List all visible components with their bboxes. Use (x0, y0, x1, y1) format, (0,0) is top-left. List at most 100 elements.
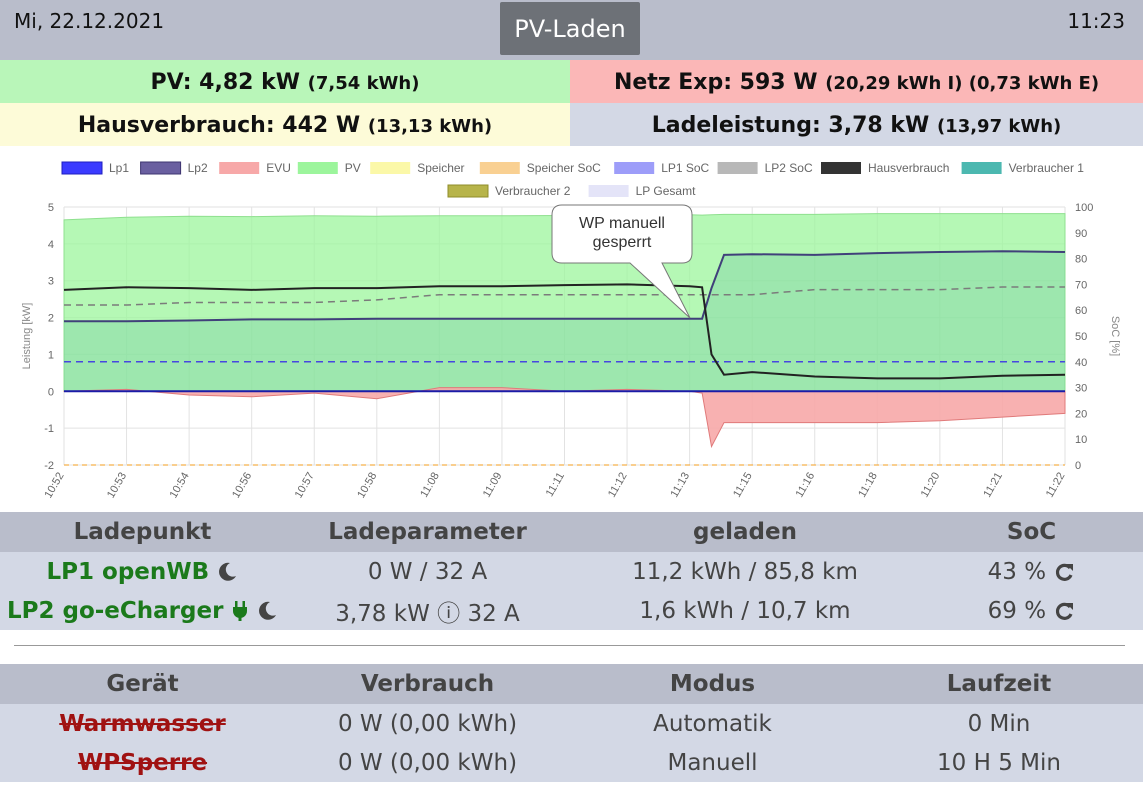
mode-button[interactable]: PV-Laden (500, 2, 640, 55)
refresh-icon[interactable] (1053, 600, 1075, 622)
charge-energy: (13,97 kWh) (936, 116, 1062, 137)
device-warmwasser-modus[interactable]: Automatik (653, 710, 772, 737)
lp2-param[interactable]: 3,78 kW ⓘ 32 A (335, 600, 520, 627)
legend-label: LP2 SoC (765, 161, 813, 175)
moon-icon (219, 562, 237, 581)
x-tick-label: 11:16 (794, 471, 818, 500)
y2-axis-label: SoC [%] (1109, 316, 1121, 356)
legend-label: EVU (266, 161, 291, 175)
y2-tick-label: 40 (1075, 357, 1087, 369)
legend-label: Verbraucher 1 (1009, 161, 1085, 175)
lp1-param[interactable]: 0 W / 32 A (367, 558, 488, 585)
legend-swatch (821, 162, 861, 174)
annotation-line: WP manuell (579, 215, 665, 232)
col-ladepunkt: Ladepunkt (73, 519, 212, 545)
legend-label: Lp1 (109, 161, 129, 175)
legend-swatch (140, 161, 182, 175)
table-row: LP2 go-eCharger 3,78 kW ⓘ 32 A 1,6 kWh /… (0, 591, 1143, 630)
legend-label: LP Gesamt (636, 184, 696, 198)
y2-tick-label: 100 (1075, 202, 1093, 214)
device-wpsperre[interactable]: WPSperre (77, 749, 208, 776)
x-tick-label: 11:09 (481, 471, 505, 500)
y2-tick-label: 0 (1075, 460, 1081, 472)
x-tick-label: 11:21 (981, 471, 1005, 500)
device-wpsperre-verbrauch: 0 W (0,00 kWh) (337, 749, 518, 776)
lp1-name-cell[interactable]: LP1 openWB (0, 559, 285, 585)
charge-summary: Ladeleistung: 3,78 kW (13,97 kWh) (570, 103, 1143, 146)
table-row: LP1 openWB 0 W / 32 A 11,2 kWh / 85,8 km… (0, 552, 1143, 591)
legend-label: Speicher (417, 161, 464, 175)
lp1-soc-cell: 43 % (920, 559, 1143, 585)
y-tick-label: 4 (48, 239, 54, 251)
legend-swatch (614, 162, 655, 174)
lp2-area (64, 251, 1065, 392)
lp2-soc-line (64, 286, 1065, 306)
x-tick-label: 11:20 (919, 471, 943, 500)
x-tick-label: 11:11 (544, 471, 567, 499)
device-wpsperre-laufzeit: 10 H 5 Min (937, 749, 1061, 776)
time-display: 11:23 (1067, 9, 1125, 33)
grid-energy: (20,29 kWh I) (0,73 kWh E) (825, 73, 1100, 94)
x-tick-label: 10:53 (105, 471, 129, 501)
y-tick-label: 5 (48, 202, 54, 214)
charge-points-table: Ladepunkt Ladeparameter geladen SoC LP1 … (0, 512, 1143, 630)
legend-label: LP1 SoC (661, 161, 709, 175)
y2-tick-label: 20 (1075, 408, 1087, 420)
y2-tick-label: 50 (1075, 331, 1087, 343)
lp2-soc: 69 % (987, 597, 1047, 624)
pv-power: PV: 4,82 kW (150, 70, 300, 95)
lp2-charged: 1,6 kWh / 10,7 km (639, 597, 851, 624)
y2-tick-label: 60 (1075, 305, 1087, 317)
charge-power: Ladeleistung: 3,78 kW (651, 113, 930, 138)
x-tick-label: 11:15 (731, 471, 755, 500)
col-ladeparameter: Ladeparameter (328, 519, 527, 545)
col-modus: Modus (669, 671, 756, 697)
y-tick-label: 3 (48, 276, 54, 288)
charge-points-header: Ladepunkt Ladeparameter geladen SoC (0, 512, 1143, 552)
refresh-icon[interactable] (1053, 561, 1075, 583)
pv-energy: (7,54 kWh) (307, 73, 420, 94)
legend-swatch (961, 162, 1002, 174)
legend-swatch (479, 162, 520, 174)
y-tick-label: 1 (48, 349, 54, 361)
moon-icon (259, 601, 277, 620)
device-warmwasser[interactable]: Warmwasser (59, 710, 226, 737)
house-power: Hausverbrauch: 442 W (77, 113, 361, 138)
table-row: WPSperre 0 W (0,00 kWh) Manuell 10 H 5 M… (0, 743, 1143, 782)
y-tick-label: -1 (44, 423, 54, 435)
legend-swatch (370, 162, 411, 174)
y2-tick-label: 90 (1075, 228, 1087, 240)
house-summary: Hausverbrauch: 442 W (13,13 kWh) (0, 103, 570, 146)
legend-label: Speicher SoC (527, 161, 601, 175)
y2-tick-label: 80 (1075, 254, 1087, 266)
x-tick-label: 10:57 (293, 471, 317, 501)
power-chart: Lp1 Lp2 EVU PV Speicher Speicher SoC LP1 SoC LP… (21, 161, 1121, 501)
lp1-charged: 11,2 kWh / 85,8 km (632, 558, 858, 585)
device-warmwasser-verbrauch: 0 W (0,00 kWh) (337, 710, 518, 737)
x-tick-label: 11:22 (1044, 471, 1068, 500)
plug-icon (232, 601, 247, 621)
col-laufzeit: Laufzeit (946, 671, 1052, 697)
annotation-bubble (551, 204, 693, 319)
table-row: Warmwasser 0 W (0,00 kWh) Automatik 0 Mi… (0, 704, 1143, 743)
x-tick-label: 10:56 (230, 471, 254, 501)
legend-label: Verbraucher 2 (495, 184, 571, 198)
device-wpsperre-modus[interactable]: Manuell (667, 749, 758, 776)
grid-summary: Netz Exp: 593 W (20,29 kWh I) (0,73 kWh … (570, 60, 1143, 103)
x-tick-label: 11:08 (418, 471, 442, 500)
legend-label: Lp2 (188, 161, 208, 175)
col-geladen: geladen (693, 519, 797, 545)
y2-tick-label: 70 (1075, 279, 1087, 291)
y2-tick-label: 30 (1075, 383, 1087, 395)
x-tick-label: 11:18 (856, 471, 880, 500)
x-tick-label: 11:12 (606, 471, 630, 500)
legend-swatch (297, 162, 338, 174)
legend-swatch (219, 162, 260, 174)
date-display: Mi, 22.12.2021 (14, 9, 165, 33)
legend-label: Hausverbrauch (868, 161, 949, 175)
legend-swatch (61, 161, 103, 175)
section-divider (14, 645, 1125, 646)
y-tick-label: 2 (48, 313, 54, 325)
legend-swatch (717, 162, 758, 174)
lp2-name-cell[interactable]: LP2 go-eCharger (0, 598, 285, 624)
